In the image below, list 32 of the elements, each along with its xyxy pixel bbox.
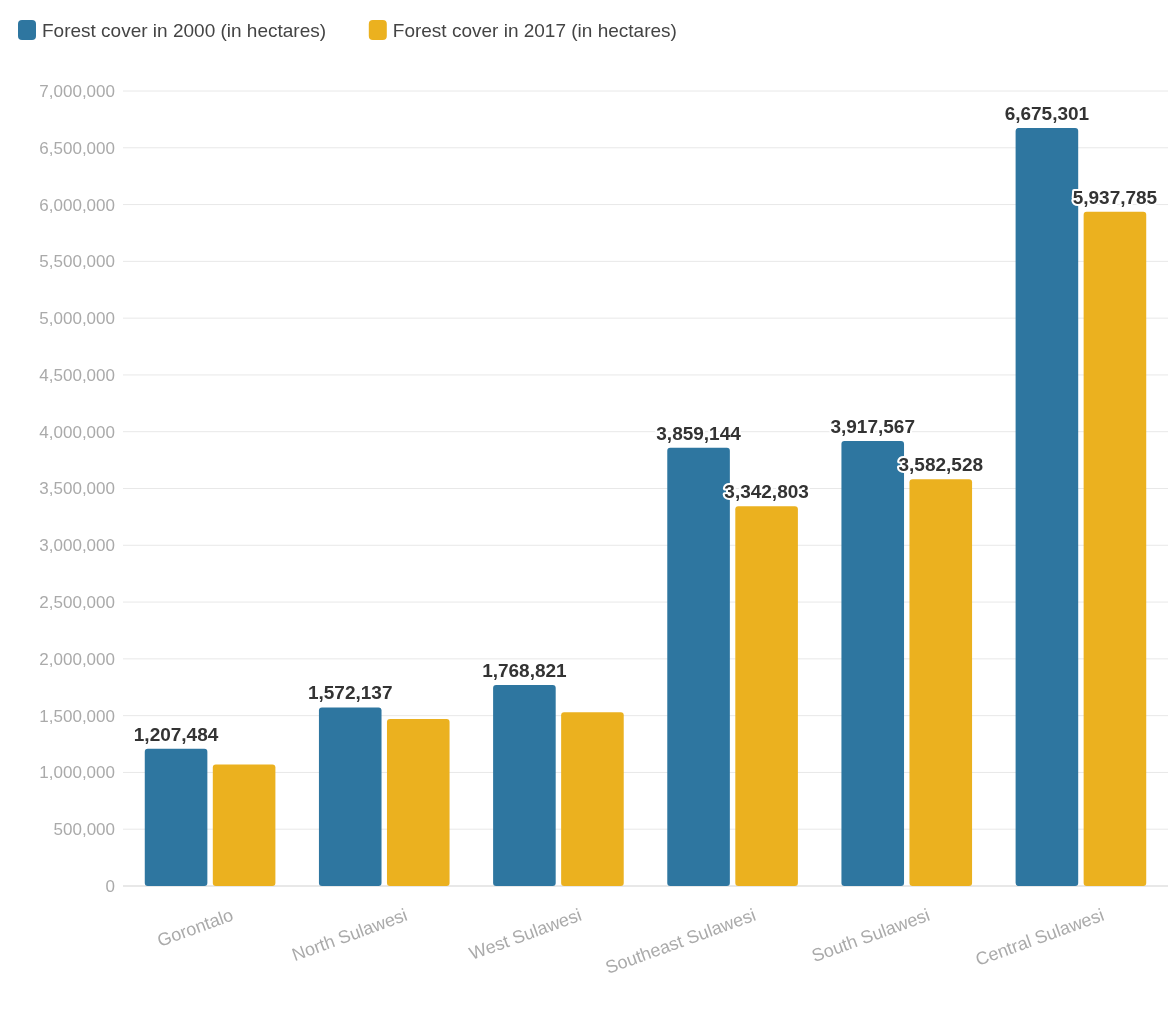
y-tick-label: 3,500,000 — [39, 479, 115, 499]
y-tick-label: 1,000,000 — [39, 763, 115, 783]
data-label: 1,768,821 — [482, 660, 568, 682]
bar — [212, 764, 276, 886]
y-tick-label: 1,500,000 — [39, 706, 115, 726]
bar — [1083, 211, 1147, 886]
bar — [493, 685, 556, 886]
bar — [144, 748, 208, 886]
y-tick-label: 7,000,000 — [39, 81, 115, 101]
bar — [735, 506, 798, 886]
bar — [386, 719, 450, 886]
y-tick-label: 2,500,000 — [39, 593, 115, 613]
bar — [561, 712, 624, 886]
data-label: 3,859,144 — [656, 422, 742, 444]
legend-label: Forest cover in 2017 (in hectares) — [392, 19, 677, 41]
y-tick-label: 6,000,000 — [39, 195, 115, 215]
y-tick-label: 6,500,000 — [39, 138, 115, 158]
data-label: 3,917,567 — [830, 416, 915, 438]
y-tick-label: 5,000,000 — [39, 309, 115, 329]
data-label: 6,675,301 — [1004, 102, 1090, 124]
legend-label: Forest cover in 2000 (in hectares) — [42, 19, 327, 41]
y-tick-label: 4,500,000 — [39, 365, 115, 385]
bar — [909, 479, 973, 886]
y-tick-label: 5,500,000 — [39, 252, 115, 272]
data-label: 1,207,484 — [133, 723, 219, 745]
y-tick-label: 0 — [105, 876, 115, 896]
data-label: 1,572,137 — [307, 682, 393, 704]
y-tick-label: 500,000 — [53, 820, 115, 840]
y-tick-label: 4,000,000 — [39, 422, 115, 442]
y-tick-label: 2,000,000 — [39, 649, 115, 669]
bar — [318, 707, 382, 886]
y-tick-label: 3,000,000 — [39, 536, 115, 556]
